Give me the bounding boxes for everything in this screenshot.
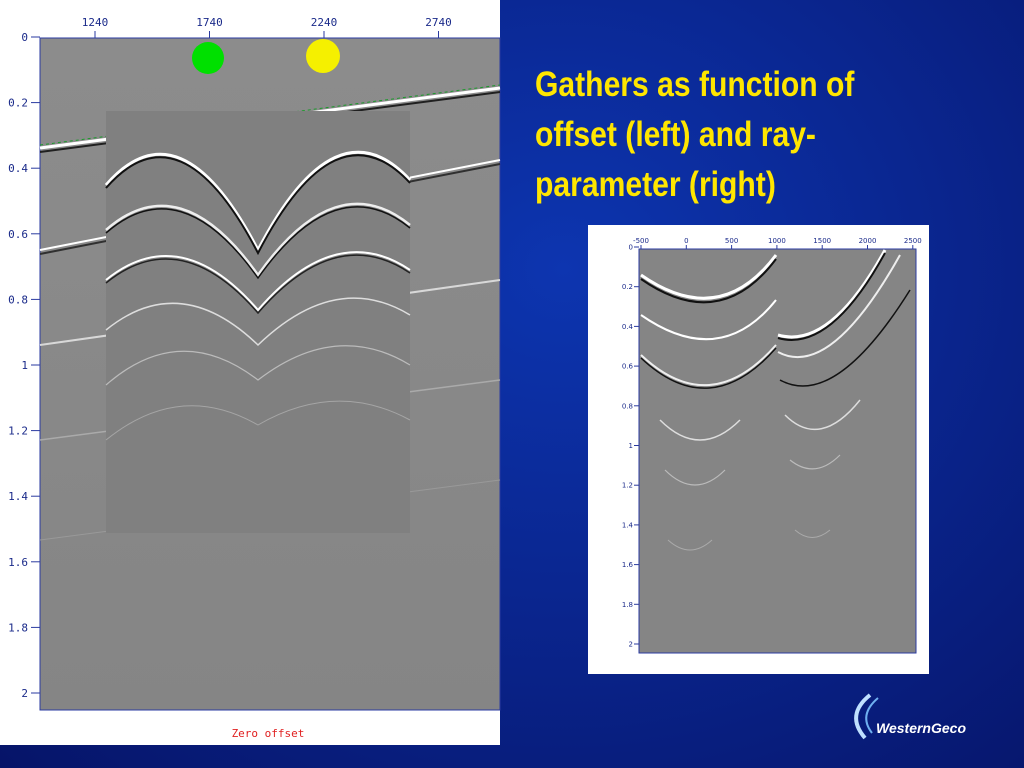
logo: WesternGeco <box>854 693 966 740</box>
green-marker <box>192 42 224 74</box>
x-tick-label: 0 <box>684 237 688 245</box>
title: Gathers as function of offset (left) and… <box>535 60 854 210</box>
title-line: Gathers as function of <box>535 65 855 104</box>
title-line: offset (left) and ray- <box>535 115 816 154</box>
inset-curves <box>106 152 410 440</box>
y-tick-label: 1.6 <box>8 556 28 569</box>
y-tick-label: 1.4 <box>622 521 634 529</box>
x-tick-label: -500 <box>633 237 649 245</box>
yellow-marker <box>306 39 340 73</box>
y-tick-label: 0.4 <box>622 323 634 331</box>
y-tick-label: 1 <box>21 359 28 372</box>
y-tick-label: 0.6 <box>8 228 28 241</box>
right-plot <box>638 248 917 654</box>
y-tick-label: 1.8 <box>622 601 633 609</box>
y-tick-label: 1.4 <box>8 490 28 503</box>
y-tick-label: 0.4 <box>8 162 28 175</box>
x-tick-label: 1740 <box>196 16 223 29</box>
y-tick-label: 2 <box>21 687 28 700</box>
y-tick-label: 0.2 <box>622 283 633 291</box>
y-tick-label: 0.8 <box>8 293 28 306</box>
right-curves <box>640 249 911 551</box>
y-tick-label: 1.8 <box>8 621 28 634</box>
x-tick-label: 2240 <box>311 16 338 29</box>
x-tick-label: 2500 <box>904 237 922 245</box>
x-tick-label: 1500 <box>813 237 831 245</box>
y-tick-label: 1.2 <box>8 425 28 438</box>
title-line: parameter (right) <box>535 165 776 204</box>
x-tick-label: 2740 <box>425 16 452 29</box>
y-tick-label: 0 <box>21 31 28 44</box>
inset-gather <box>106 111 410 533</box>
y-tick-label: 1.6 <box>622 561 634 569</box>
x-tick-label: 1240 <box>82 16 109 29</box>
left-axes: 1240 1740 2240 2740 0 0.2 0.4 0.6 0.8 1 1.2 1.4 1.6 1… <box>8 16 452 700</box>
y-tick-label: 0.8 <box>622 402 633 410</box>
logo-text: WesternGeco <box>876 720 966 736</box>
y-tick-label: 0.2 <box>8 97 28 110</box>
y-tick-label: 2 <box>629 641 633 649</box>
x-tick-label: 2000 <box>859 237 877 245</box>
y-tick-label: 0.6 <box>622 363 634 371</box>
x-tick-label: 500 <box>725 237 738 245</box>
right-axes: -500 0 500 1000 1500 2000 250000.20.40.60.811.… <box>622 237 922 649</box>
x-tick-label: 1000 <box>768 237 786 245</box>
y-tick-label: 1 <box>629 442 633 450</box>
y-tick-label: 0 <box>629 244 633 252</box>
y-tick-label: 1.2 <box>622 482 633 490</box>
left-caption: Zero offset <box>232 727 305 740</box>
